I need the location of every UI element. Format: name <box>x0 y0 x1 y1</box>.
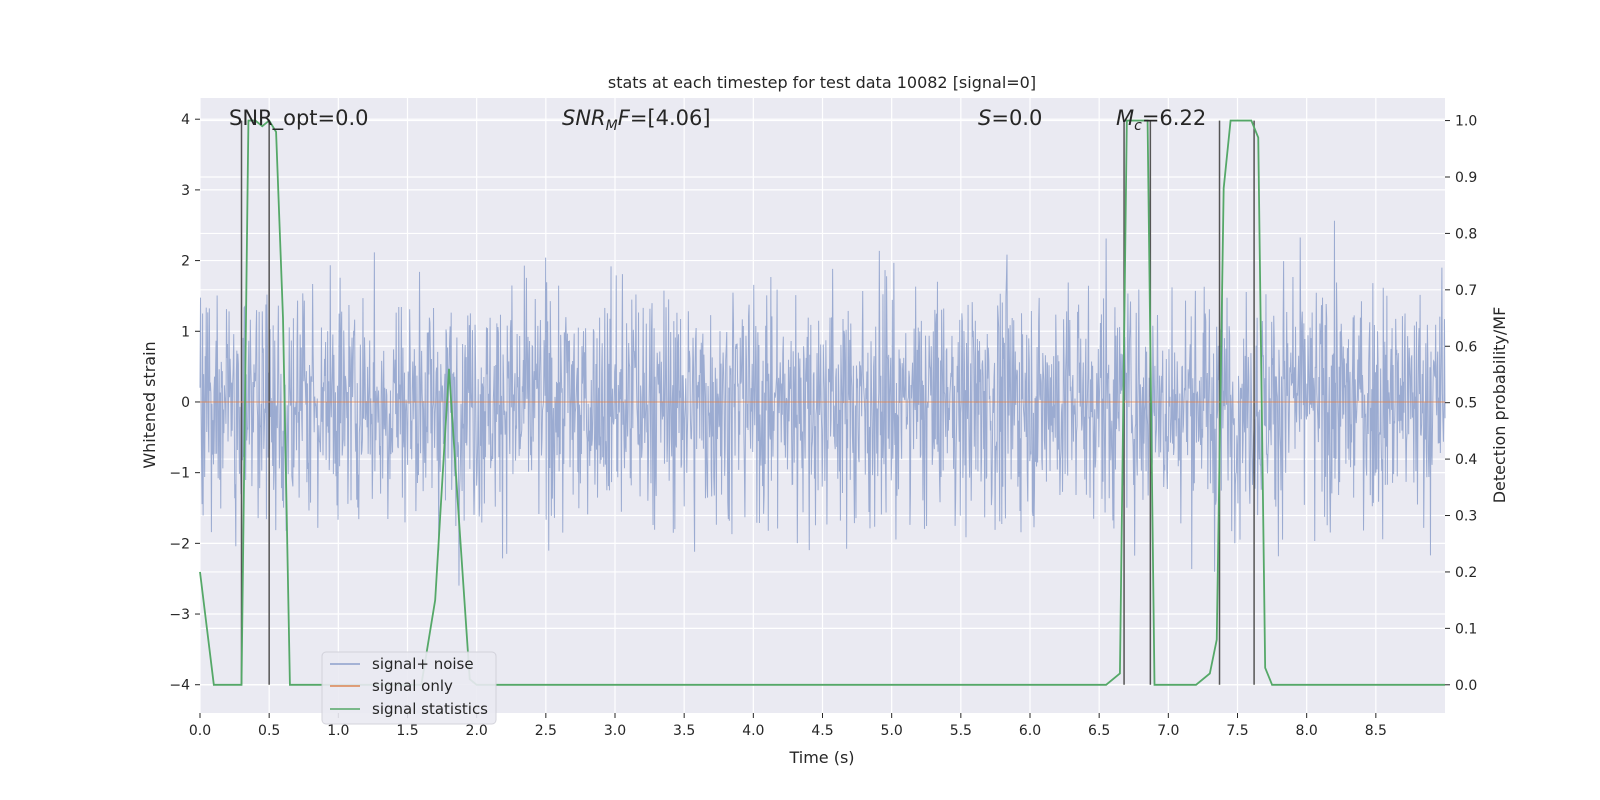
x-tick-label: 5.5 <box>950 723 972 739</box>
right-y-tick-label: 0.1 <box>1455 621 1477 637</box>
left-y-tick-label: −4 <box>169 678 190 694</box>
signal-noise-series <box>199 220 1446 586</box>
x-tick-label: 1.0 <box>327 723 349 739</box>
right-y-tick-label: 0.4 <box>1455 452 1477 468</box>
right-y-tick-label: 0.6 <box>1455 339 1477 355</box>
x-axis-label: Time (s) <box>788 748 854 767</box>
left-y-tick-label: 2 <box>181 254 190 270</box>
left-y-axis-label: Whitened strain <box>140 341 159 468</box>
x-tick-label: 6.0 <box>1019 723 1041 739</box>
x-tick-label: 6.5 <box>1088 723 1110 739</box>
x-tick-label: 2.0 <box>466 723 488 739</box>
x-tick-label: 7.0 <box>1157 723 1179 739</box>
legend-box <box>321 651 497 725</box>
right-y-tick-label: 0.7 <box>1455 283 1477 299</box>
x-tick-label: 3.5 <box>673 723 695 739</box>
legend-label-signal: signal only <box>372 677 453 695</box>
left-y-tick-label: 3 <box>181 183 190 199</box>
signal-statistics-series <box>199 119 1445 686</box>
right-y-tick-label: 0.8 <box>1455 226 1477 242</box>
right-y-tick-label: 0.2 <box>1455 565 1477 581</box>
right-y-tick-label: 0.0 <box>1455 678 1477 694</box>
x-tick-label: 5.0 <box>881 723 903 739</box>
right-y-tick-label: 1.0 <box>1455 114 1477 130</box>
signal-statistics-line <box>199 119 1445 686</box>
x-tick-label: 1.5 <box>396 723 418 739</box>
right-y-axis-label: Detection probability/MF <box>1490 307 1509 504</box>
x-tick-label: 2.5 <box>535 723 557 739</box>
x-tick-label: 8.0 <box>1296 723 1318 739</box>
left-y-tick-label: −1 <box>169 466 190 482</box>
chart-title: stats at each timestep for test data 100… <box>608 73 1036 92</box>
right-y-tick-label: 0.5 <box>1455 396 1477 412</box>
x-tick-label: 4.0 <box>742 723 764 739</box>
left-y-tick-label: −3 <box>169 607 190 623</box>
x-tick-label: 7.5 <box>1226 723 1248 739</box>
x-axis-ticks: 0.0 0.5 1.0 1.5 2.0 2.5 3.0 3.5 4.0 4.5 5.0 5.5 6.0 6… <box>189 713 1387 739</box>
annotation-snr-mf: SNRMF=[4.06] <box>562 106 711 134</box>
right-y-tick-label: 0.9 <box>1455 170 1477 186</box>
legend: signal+ noise signal only signal statist… <box>321 651 497 725</box>
right-y-tick-label: 0.3 <box>1455 509 1477 525</box>
x-tick-label: 0.5 <box>258 723 280 739</box>
x-tick-label: 8.5 <box>1365 723 1387 739</box>
left-y-tick-label: 4 <box>181 112 190 128</box>
signal-noise-line <box>199 220 1446 586</box>
annotation-snr-opt: SNR_opt=0.0 <box>229 106 369 131</box>
legend-label-stats: signal statistics <box>372 700 488 718</box>
left-y-axis-ticks: 4 3 2 1 0 −1 −2 −3 −4 <box>169 112 200 694</box>
annotation-mc: Mc=6.22 <box>1116 106 1206 134</box>
x-tick-label: 4.5 <box>811 723 833 739</box>
legend-label-noise: signal+ noise <box>372 655 474 673</box>
right-y-axis-ticks: 1.0 0.9 0.8 0.7 0.6 0.5 0.4 0.3 0.2 0.1 0.0 <box>1445 114 1477 694</box>
left-y-tick-label: 1 <box>181 324 190 340</box>
x-tick-label: 3.0 <box>604 723 626 739</box>
x-tick-label: 0.0 <box>189 723 211 739</box>
annotation-s: S=0.0 <box>978 106 1042 130</box>
left-y-tick-label: 0 <box>181 395 190 411</box>
left-y-tick-label: −2 <box>169 536 190 552</box>
